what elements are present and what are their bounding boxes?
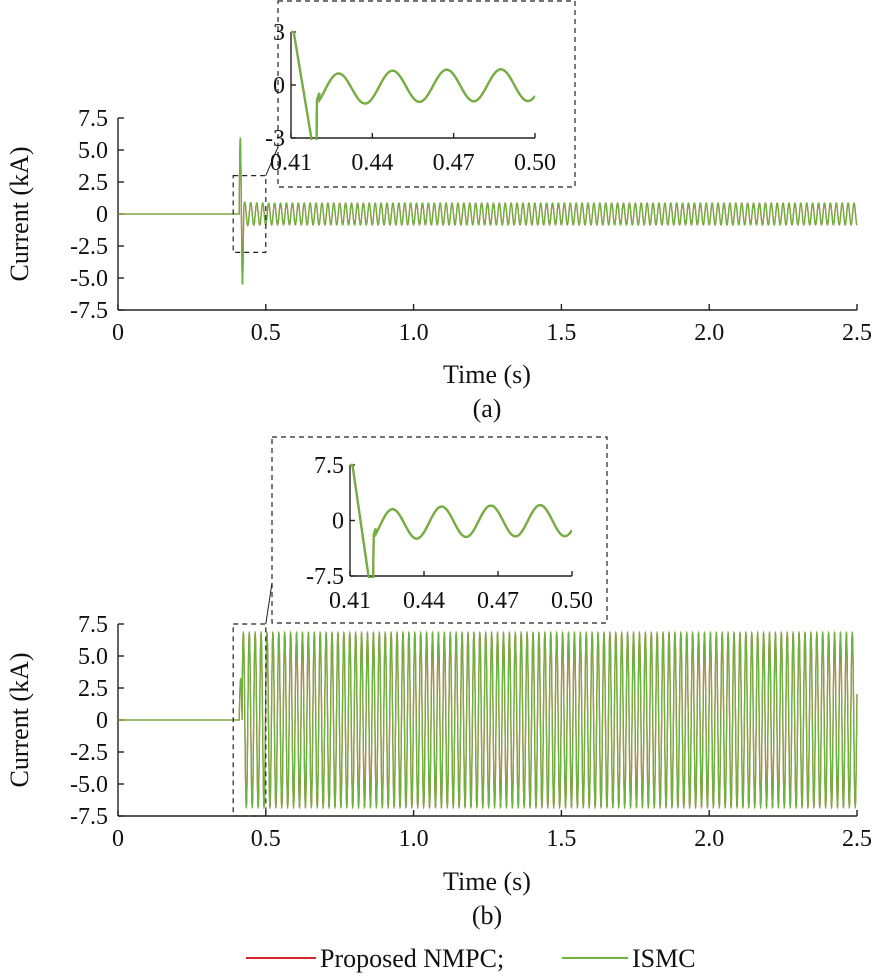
y-tick-label: 7.5 — [78, 106, 108, 132]
legend: Proposed NMPC; ISMC — [246, 944, 696, 973]
x-axis-label: Time (s) — [443, 867, 531, 896]
y-tick-label: 0 — [96, 708, 108, 734]
x-tick-label: 1.0 — [399, 826, 429, 852]
y-tick-label: -2.5 — [70, 740, 108, 766]
y-tick-label: 2.5 — [78, 676, 108, 702]
x-tick-label: 0 — [112, 320, 124, 346]
inset-x-tick-label: 0.47 — [433, 150, 475, 176]
inset-y-tick-label: -3 — [265, 126, 285, 152]
zoom-connector — [265, 146, 279, 176]
series-line-ismc — [118, 137, 858, 285]
legend-label-nmpc: Proposed NMPC; — [320, 944, 504, 973]
zoom-connector — [265, 582, 273, 625]
inset-series-ismc — [350, 463, 572, 578]
x-tick-label: 2.0 — [694, 826, 724, 852]
y-tick-label: 2.5 — [78, 170, 108, 196]
y-tick-label: 7.5 — [78, 612, 108, 638]
inset-y-tick-label: 0 — [273, 73, 285, 99]
inset-y-tick-label: 3 — [273, 20, 285, 46]
inset-x-tick-label: 0.41 — [270, 150, 312, 176]
inset-frame — [277, 0, 576, 188]
x-axis-label: Time (s) — [443, 360, 531, 389]
x-tick-label: 0 — [112, 826, 124, 852]
panel-label: (a) — [473, 394, 502, 423]
inset-series-nmpc — [350, 463, 572, 578]
x-tick-label: 1.5 — [546, 826, 576, 852]
x-tick-label: 2.5 — [842, 826, 872, 852]
x-tick-label: 1.5 — [546, 320, 576, 346]
y-tick-label: 5.0 — [78, 644, 108, 670]
y-tick-label: -7.5 — [70, 298, 108, 324]
legend-label-ismc: ISMC — [632, 944, 696, 973]
inset-series-ismc — [291, 30, 535, 140]
panel-a: 7.55.02.50-2.5-5.0-7.50 0.5 1.0 1.5 2.0 2.5Cu… — [5, 0, 872, 423]
y-tick-label: -5.0 — [70, 266, 108, 292]
inset-x-tick-label: 0.44 — [351, 150, 393, 176]
inset-frame — [271, 436, 608, 624]
inset-y-tick-label: -7.5 — [306, 564, 344, 590]
x-tick-label: 1.0 — [399, 320, 429, 346]
x-tick-label: 2.5 — [842, 320, 872, 346]
y-tick-label: -2.5 — [70, 234, 108, 260]
y-tick-label: 5.0 — [78, 138, 108, 164]
zoom-region — [232, 623, 267, 817]
panel-label: (b) — [472, 901, 502, 930]
x-tick-label: 0.5 — [251, 826, 281, 852]
y-axis-label: Current (kA) — [5, 146, 34, 281]
zoom-region — [232, 175, 267, 254]
inset-y-tick-label: 0 — [332, 509, 344, 535]
y-axis-label: Current (kA) — [5, 652, 34, 787]
inset-x-tick-label: 0.41 — [329, 588, 371, 614]
x-tick-label: 0.5 — [251, 320, 281, 346]
inset-x-tick-label: 0.50 — [551, 588, 593, 614]
inset-y-tick-label: 7.5 — [314, 453, 344, 479]
y-tick-label: 0 — [96, 202, 108, 228]
x-tick-label: 2.0 — [694, 320, 724, 346]
inset-x-tick-label: 0.47 — [477, 588, 519, 614]
panel-b: 7.55.02.50-2.5-5.0-7.50 0.5 1.0 1.5 2.0 2.5Cu… — [5, 436, 872, 930]
series-line-ismc — [118, 630, 858, 810]
y-tick-label: -5.0 — [70, 772, 108, 798]
inset-x-tick-label: 0.50 — [514, 150, 556, 176]
inset-x-tick-label: 0.44 — [403, 588, 445, 614]
y-tick-label: -7.5 — [70, 804, 108, 830]
